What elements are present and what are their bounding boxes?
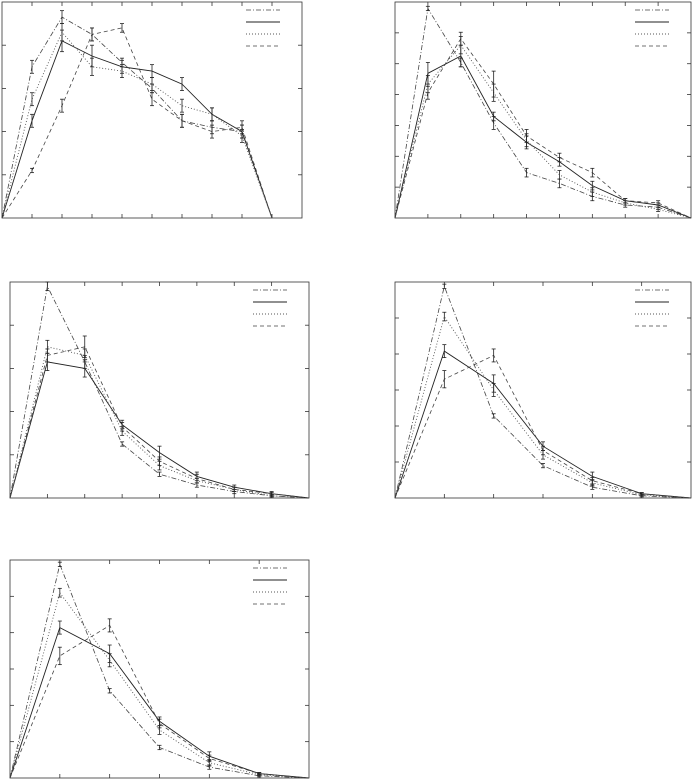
error-bar bbox=[107, 618, 112, 633]
error-bar bbox=[120, 421, 125, 432]
error-bar bbox=[240, 120, 244, 135]
error-bar bbox=[120, 23, 124, 33]
error-bar bbox=[210, 124, 214, 139]
plot-frame bbox=[1, 1, 303, 219]
error-bar bbox=[491, 348, 496, 363]
error-bar bbox=[120, 441, 125, 447]
error-bar bbox=[30, 113, 34, 128]
error-bar bbox=[557, 152, 562, 163]
error-bar bbox=[442, 311, 447, 322]
error-bar bbox=[90, 27, 94, 42]
series-line-2 bbox=[394, 55, 692, 219]
error-bar bbox=[157, 471, 162, 477]
series-line-4 bbox=[394, 37, 692, 219]
error-bar bbox=[57, 620, 62, 635]
series-line-3 bbox=[9, 591, 310, 779]
error-bar bbox=[157, 744, 162, 751]
error-bar bbox=[207, 754, 212, 763]
error-bar bbox=[60, 98, 64, 113]
error-bar bbox=[57, 587, 62, 598]
series-line-3 bbox=[394, 44, 692, 219]
series-line-4 bbox=[9, 624, 310, 779]
error-bar bbox=[458, 31, 463, 46]
error-bar bbox=[442, 283, 447, 289]
error-bar bbox=[590, 167, 595, 178]
error-bar bbox=[30, 92, 34, 107]
chart-panel-1 bbox=[1, 1, 303, 219]
error-bar bbox=[45, 348, 50, 363]
error-bar bbox=[82, 335, 87, 358]
error-bar bbox=[107, 653, 112, 668]
error-bar bbox=[541, 445, 545, 456]
series-line-4 bbox=[394, 354, 692, 499]
error-bar bbox=[60, 23, 64, 42]
error-bar bbox=[150, 77, 154, 91]
error-bar bbox=[150, 92, 154, 107]
error-bar bbox=[590, 477, 595, 485]
series-line-1 bbox=[394, 7, 692, 219]
series-line-2 bbox=[9, 626, 310, 779]
error-bar bbox=[232, 486, 237, 492]
error-bar bbox=[656, 206, 661, 212]
error-bar bbox=[210, 107, 214, 122]
series-line-4 bbox=[1, 27, 273, 219]
error-bar bbox=[30, 59, 34, 74]
error-bar bbox=[57, 561, 62, 567]
error-bar bbox=[442, 344, 447, 358]
error-bar bbox=[524, 167, 529, 178]
error-bar bbox=[442, 370, 447, 389]
error-bar bbox=[623, 198, 628, 204]
error-bar bbox=[557, 170, 562, 180]
error-bar bbox=[60, 10, 64, 25]
error-bar bbox=[524, 129, 529, 143]
series-line-3 bbox=[1, 31, 273, 219]
error-bar bbox=[269, 492, 274, 496]
error-bar bbox=[180, 113, 184, 128]
chart-panel-2 bbox=[394, 1, 692, 219]
chart-panel-5 bbox=[9, 559, 310, 779]
error-bar bbox=[180, 77, 184, 91]
error-bar bbox=[491, 111, 496, 122]
series-line-1 bbox=[1, 16, 273, 219]
error-bar bbox=[590, 187, 595, 197]
error-bar bbox=[57, 646, 62, 666]
error-bar bbox=[45, 281, 50, 292]
plot-frame bbox=[394, 1, 692, 219]
error-bar bbox=[257, 772, 262, 776]
series-line-2 bbox=[9, 361, 310, 499]
series-line-3 bbox=[394, 315, 692, 499]
error-bar bbox=[491, 383, 496, 397]
error-bar bbox=[194, 473, 199, 484]
error-bar bbox=[30, 167, 34, 174]
error-bar bbox=[107, 688, 112, 694]
error-bar bbox=[90, 57, 94, 76]
error-bar bbox=[425, 5, 430, 12]
error-bar bbox=[157, 456, 162, 467]
series-line-2 bbox=[1, 40, 273, 219]
error-bar bbox=[541, 463, 545, 469]
series-line-3 bbox=[9, 346, 310, 499]
error-bar bbox=[557, 178, 562, 189]
error-bar bbox=[425, 85, 430, 100]
series-line-2 bbox=[394, 350, 692, 499]
error-bar bbox=[180, 98, 184, 113]
error-bar bbox=[491, 413, 496, 419]
error-bar bbox=[120, 64, 124, 78]
error-bar bbox=[491, 70, 496, 98]
error-bar bbox=[656, 200, 661, 206]
error-bar bbox=[639, 492, 644, 496]
error-bar bbox=[157, 718, 162, 729]
chart-panel-4 bbox=[394, 281, 692, 499]
chart-panel-3 bbox=[9, 281, 310, 499]
